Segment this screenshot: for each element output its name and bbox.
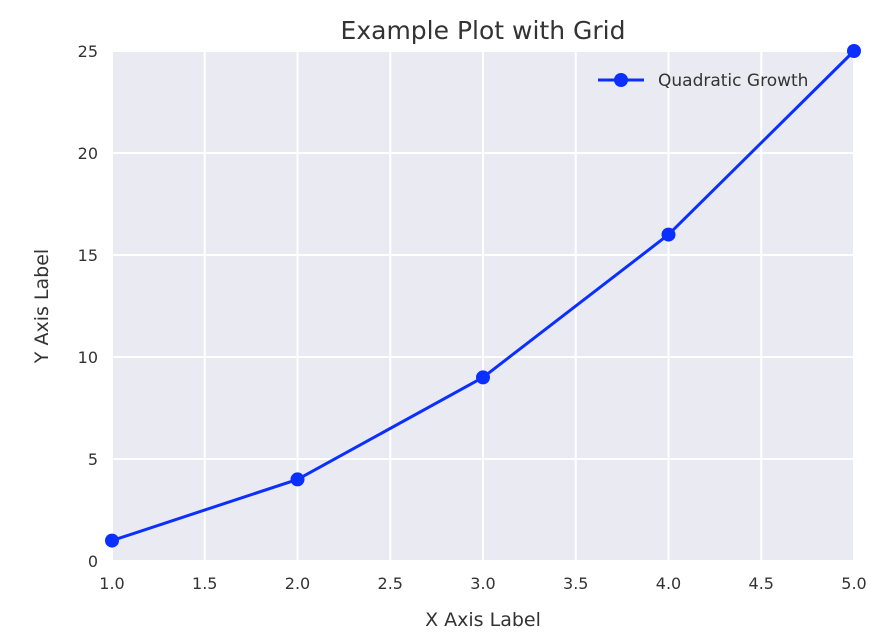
x-tick-labels: 1.0 1.5 2.0 2.5 3.0 3.5 4.0 4.5 5.0 [99,574,866,593]
y-tick-label: 20 [78,144,98,163]
x-tick-label: 5.0 [841,574,866,593]
x-tick-label: 4.5 [749,574,774,593]
y-tick-label: 25 [78,42,98,61]
legend-marker [614,73,628,87]
x-tick-label: 1.0 [99,574,124,593]
x-tick-label: 1.5 [192,574,217,593]
grid-lines [111,50,855,562]
chart-title: Example Plot with Grid [341,16,626,45]
y-tick-label: 5 [88,450,98,469]
x-tick-label: 2.5 [378,574,403,593]
data-point [476,370,490,385]
x-tick-label: 4.0 [656,574,681,593]
legend-label: Quadratic Growth [658,71,808,91]
x-axis-title: X Axis Label [425,609,541,631]
data-point [290,472,305,487]
x-tick-label: 2.0 [285,574,310,593]
y-tick-label: 15 [78,246,98,265]
y-tick-labels: 0 5 10 15 20 25 [78,42,98,571]
y-tick-label: 10 [78,348,98,367]
data-point [105,533,119,548]
x-tick-label: 3.5 [563,574,588,593]
series-layer [105,44,861,548]
x-tick-label: 3.0 [470,574,495,593]
legend: Quadratic Growth [598,71,808,91]
data-point [847,44,861,58]
data-point [661,227,676,242]
y-tick-label: 0 [88,552,98,571]
y-axis-title: Y Axis Label [31,249,53,364]
